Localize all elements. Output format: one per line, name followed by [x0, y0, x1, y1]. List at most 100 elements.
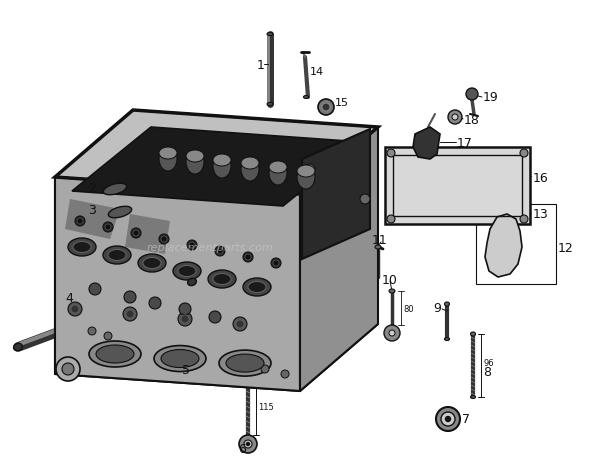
Text: 8: 8 [483, 365, 491, 378]
Ellipse shape [14, 344, 22, 351]
Ellipse shape [73, 242, 91, 253]
Circle shape [217, 248, 223, 254]
Circle shape [178, 312, 192, 326]
Text: 15: 15 [335, 98, 349, 108]
Circle shape [445, 417, 451, 421]
Ellipse shape [138, 254, 166, 272]
Circle shape [281, 370, 289, 378]
Circle shape [187, 241, 197, 251]
Text: 2: 2 [88, 181, 96, 194]
Circle shape [133, 230, 139, 236]
Ellipse shape [470, 396, 476, 398]
Text: 18: 18 [464, 113, 480, 126]
Ellipse shape [241, 157, 259, 182]
Circle shape [149, 297, 161, 309]
Circle shape [271, 258, 281, 269]
Polygon shape [55, 178, 300, 391]
Text: 19: 19 [483, 90, 499, 103]
Ellipse shape [186, 151, 204, 162]
Ellipse shape [103, 184, 127, 196]
Circle shape [161, 236, 167, 242]
Ellipse shape [159, 148, 177, 172]
Circle shape [236, 320, 244, 328]
Circle shape [68, 302, 82, 316]
Ellipse shape [68, 239, 96, 257]
Ellipse shape [96, 345, 134, 363]
Circle shape [322, 104, 330, 112]
Circle shape [243, 252, 253, 263]
Polygon shape [55, 111, 378, 195]
Ellipse shape [186, 151, 204, 174]
Circle shape [305, 165, 315, 174]
Ellipse shape [161, 350, 199, 368]
Text: 16: 16 [533, 171, 549, 184]
Circle shape [387, 150, 395, 157]
Text: 1: 1 [257, 58, 265, 71]
Text: replacementparts.com: replacementparts.com [147, 242, 273, 252]
Text: 17: 17 [457, 136, 473, 149]
Polygon shape [485, 214, 522, 277]
Circle shape [88, 327, 96, 335]
Circle shape [215, 246, 225, 257]
Circle shape [466, 89, 478, 101]
Circle shape [209, 311, 221, 323]
Circle shape [159, 235, 169, 245]
Text: 10: 10 [382, 273, 398, 286]
Circle shape [261, 365, 269, 373]
Ellipse shape [213, 155, 231, 179]
Ellipse shape [297, 166, 315, 190]
Text: 11: 11 [372, 233, 388, 246]
Ellipse shape [470, 332, 476, 336]
Ellipse shape [213, 155, 231, 167]
Polygon shape [55, 308, 378, 391]
Circle shape [126, 310, 134, 318]
Ellipse shape [208, 270, 236, 288]
Polygon shape [300, 128, 378, 391]
Bar [476, 205, 556, 285]
Ellipse shape [213, 274, 231, 285]
Circle shape [105, 224, 111, 230]
Circle shape [318, 100, 334, 116]
Ellipse shape [267, 103, 273, 106]
Circle shape [131, 229, 141, 239]
Ellipse shape [389, 289, 395, 293]
Circle shape [179, 303, 191, 315]
Text: 96: 96 [483, 358, 494, 367]
Text: 4: 4 [65, 291, 73, 304]
Text: 115: 115 [258, 403, 274, 412]
Text: 9: 9 [433, 301, 441, 314]
Circle shape [245, 254, 251, 260]
Ellipse shape [269, 162, 287, 185]
Text: 14: 14 [310, 67, 324, 77]
Ellipse shape [219, 350, 271, 376]
Ellipse shape [154, 346, 206, 372]
Polygon shape [125, 214, 170, 254]
Circle shape [103, 223, 113, 233]
Circle shape [436, 407, 460, 431]
Circle shape [71, 305, 79, 313]
Circle shape [387, 216, 395, 224]
Polygon shape [413, 128, 440, 160]
Text: 13: 13 [533, 208, 549, 221]
Ellipse shape [226, 354, 264, 372]
Ellipse shape [248, 282, 266, 293]
Ellipse shape [303, 96, 309, 99]
Circle shape [360, 195, 370, 205]
Ellipse shape [297, 166, 315, 178]
Polygon shape [385, 148, 530, 224]
Ellipse shape [269, 162, 287, 174]
Circle shape [233, 317, 247, 331]
Ellipse shape [241, 157, 259, 170]
Ellipse shape [143, 258, 161, 269]
Circle shape [104, 332, 112, 340]
Circle shape [181, 315, 189, 323]
Polygon shape [65, 200, 120, 240]
Circle shape [247, 442, 250, 446]
Ellipse shape [444, 338, 450, 341]
Text: 12: 12 [558, 241, 573, 254]
Ellipse shape [173, 263, 201, 280]
Circle shape [273, 260, 279, 266]
Ellipse shape [267, 34, 273, 36]
Text: 5: 5 [182, 363, 190, 375]
Polygon shape [55, 111, 133, 374]
